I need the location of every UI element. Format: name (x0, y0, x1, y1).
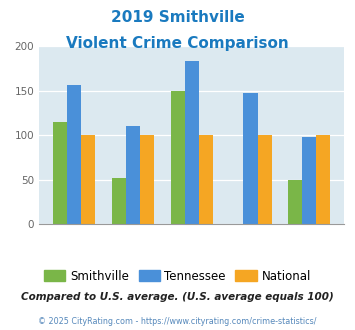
Text: Compared to U.S. average. (U.S. average equals 100): Compared to U.S. average. (U.S. average … (21, 292, 334, 302)
Bar (53, 122, 67, 224)
Bar (126, 126, 140, 224)
Bar (67, 84, 81, 224)
Legend: Smithville, Tennessee, National: Smithville, Tennessee, National (39, 265, 316, 287)
Bar (199, 135, 213, 224)
Bar (140, 135, 154, 224)
Bar (112, 178, 126, 224)
Bar (244, 93, 258, 224)
Bar (81, 135, 95, 224)
Bar (288, 180, 302, 224)
Text: © 2025 CityRating.com - https://www.cityrating.com/crime-statistics/: © 2025 CityRating.com - https://www.city… (38, 317, 317, 326)
Bar (302, 137, 316, 224)
Bar (316, 135, 331, 224)
Bar (185, 61, 199, 224)
Bar (258, 135, 272, 224)
Text: Violent Crime Comparison: Violent Crime Comparison (66, 36, 289, 51)
Text: 2019 Smithville: 2019 Smithville (111, 10, 244, 25)
Bar (170, 91, 185, 224)
